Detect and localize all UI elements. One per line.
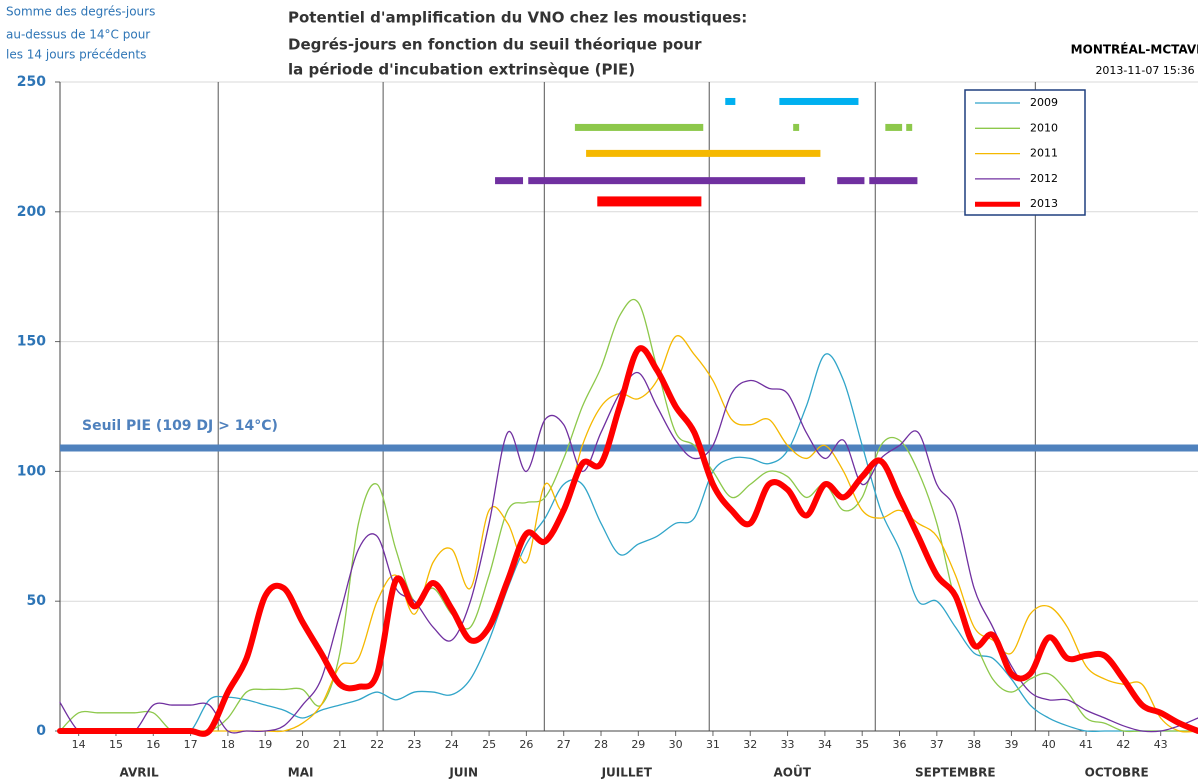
y-tick-label: 250: [17, 74, 46, 90]
legend-label: 2012: [1030, 172, 1058, 185]
x-tick-label: 38: [967, 738, 981, 751]
month-label: AVRIL: [120, 766, 159, 780]
x-tick-label: 14: [72, 738, 86, 751]
pie-period: [837, 177, 865, 185]
month-label: AOÛT: [774, 765, 812, 780]
y-axis-label: les 14 jours précédents: [6, 48, 146, 62]
threshold-label: Seuil PIE (109 DJ > 14°C): [82, 418, 278, 434]
x-tick-label: 17: [184, 738, 198, 751]
x-tick-label: 34: [818, 738, 832, 751]
x-tick-label: 40: [1042, 738, 1056, 751]
series-line: [59, 353, 1198, 734]
y-tick-label: 50: [27, 593, 47, 609]
x-tick-label: 21: [333, 738, 347, 751]
month-label: JUILLET: [601, 766, 653, 780]
series-line: [59, 298, 1198, 733]
x-tick-label: 41: [1079, 738, 1093, 751]
y-axis-label: au-dessus de 14°C pour: [6, 28, 150, 42]
x-tick-label: 19: [258, 738, 272, 751]
month-label: OCTOBRE: [1085, 766, 1149, 780]
x-tick-label: 27: [557, 738, 571, 751]
legend-label: 2009: [1030, 96, 1058, 109]
x-tick-label: 31: [706, 738, 720, 751]
legend-box: [964, 89, 1086, 216]
x-tick-label: 22: [370, 738, 384, 751]
x-tick-label: 26: [519, 738, 533, 751]
x-tick-label: 28: [594, 738, 608, 751]
y-tick-label: 100: [17, 463, 46, 479]
x-tick-label: 20: [296, 738, 310, 751]
y-tick-label: 150: [17, 334, 46, 350]
chart-title: Degrés-jours en fonction du seuil théori…: [288, 36, 702, 54]
x-tick-label: 15: [109, 738, 123, 751]
x-tick-label: 23: [407, 738, 421, 751]
x-tick-label: 32: [743, 738, 757, 751]
x-tick-label: 36: [893, 738, 907, 751]
x-tick-label: 39: [1004, 738, 1018, 751]
x-tick-label: 24: [445, 738, 459, 751]
x-tick-label: 30: [669, 738, 683, 751]
legend-label: 2013: [1030, 197, 1058, 210]
y-tick-label: 200: [17, 204, 46, 220]
y-axis-label: Somme des degrés-jours: [6, 5, 155, 19]
x-tick-label: 16: [146, 738, 160, 751]
pie-period: [793, 123, 800, 131]
pie-period: [885, 123, 903, 131]
x-tick-label: 18: [221, 738, 235, 751]
legend-label: 2010: [1030, 121, 1058, 134]
pie-period: [597, 196, 702, 207]
station: MONTRÉAL-MCTAVISH: [1071, 42, 1198, 57]
month-label: MAI: [288, 766, 314, 780]
pie-period: [906, 123, 913, 131]
x-tick-label: 37: [930, 738, 944, 751]
pie-period: [725, 97, 736, 105]
pie-period: [869, 177, 918, 185]
pie-period: [574, 123, 704, 131]
y-tick-label: 0: [36, 723, 46, 739]
x-tick-label: 25: [482, 738, 496, 751]
series-line: [57, 345, 1198, 737]
pie-period: [586, 149, 821, 157]
month-label: SEPTEMBRE: [915, 766, 996, 780]
chart-title: la période d'incubation extrinsèque (PIE…: [288, 61, 635, 79]
x-tick-label: 42: [1116, 738, 1130, 751]
pie-period: [495, 177, 524, 185]
pie-period: [779, 97, 859, 105]
timestamp: 2013-11-07 15:36: [1095, 64, 1194, 77]
legend-label: 2011: [1030, 147, 1058, 160]
x-tick-label: 35: [855, 738, 869, 751]
pie-period: [528, 177, 806, 185]
month-label: JUIN: [448, 766, 478, 780]
x-tick-label: 43: [1154, 738, 1168, 751]
x-tick-label: 33: [781, 738, 795, 751]
chart-title: Potentiel d'amplification du VNO chez le…: [288, 9, 747, 27]
x-tick-label: 29: [631, 738, 645, 751]
